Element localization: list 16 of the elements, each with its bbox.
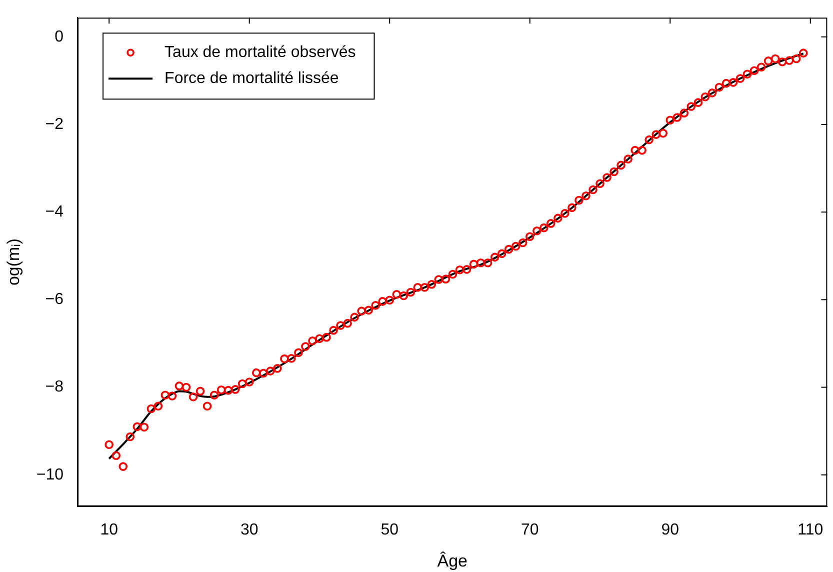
x-tick-label: 10 (100, 521, 118, 538)
x-tick-label: 70 (520, 521, 539, 538)
y-tick-label: −4 (45, 203, 64, 220)
y-tick-label: 0 (54, 28, 64, 46)
legend-label: Force de mortalité lissée (164, 70, 339, 88)
y-axis-title: og(mᵢ) (4, 238, 23, 286)
x-tick-label: 50 (380, 521, 399, 538)
y-tick-label: −10 (36, 466, 64, 484)
y-tick-label: −8 (45, 378, 64, 396)
x-tick-label: 90 (661, 521, 680, 538)
x-axis-title: Âge (437, 551, 468, 570)
x-tick-label: 110 (798, 521, 824, 538)
y-tick-label: −2 (45, 116, 64, 133)
x-tick-label: 30 (240, 521, 258, 538)
legend-label: Taux de mortalité observés (164, 44, 356, 62)
y-tick-label: −6 (45, 291, 64, 308)
